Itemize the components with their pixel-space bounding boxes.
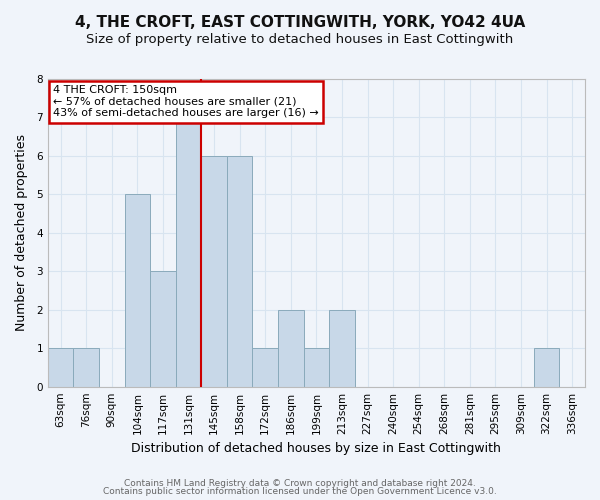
Bar	[278, 310, 304, 386]
Y-axis label: Number of detached properties: Number of detached properties	[15, 134, 28, 332]
Bar	[253, 348, 278, 387]
Bar	[201, 156, 227, 386]
Bar	[329, 310, 355, 386]
Bar	[48, 348, 73, 387]
Bar	[125, 194, 150, 386]
X-axis label: Distribution of detached houses by size in East Cottingwith: Distribution of detached houses by size …	[131, 442, 502, 455]
Bar	[534, 348, 559, 387]
Text: Size of property relative to detached houses in East Cottingwith: Size of property relative to detached ho…	[86, 32, 514, 46]
Bar	[227, 156, 253, 386]
Text: 4, THE CROFT, EAST COTTINGWITH, YORK, YO42 4UA: 4, THE CROFT, EAST COTTINGWITH, YORK, YO…	[75, 15, 525, 30]
Bar	[150, 272, 176, 386]
Bar	[73, 348, 99, 387]
Bar	[304, 348, 329, 387]
Text: 4 THE CROFT: 150sqm
← 57% of detached houses are smaller (21)
43% of semi-detach: 4 THE CROFT: 150sqm ← 57% of detached ho…	[53, 85, 319, 118]
Text: Contains public sector information licensed under the Open Government Licence v3: Contains public sector information licen…	[103, 487, 497, 496]
Bar	[176, 118, 201, 386]
Text: Contains HM Land Registry data © Crown copyright and database right 2024.: Contains HM Land Registry data © Crown c…	[124, 478, 476, 488]
